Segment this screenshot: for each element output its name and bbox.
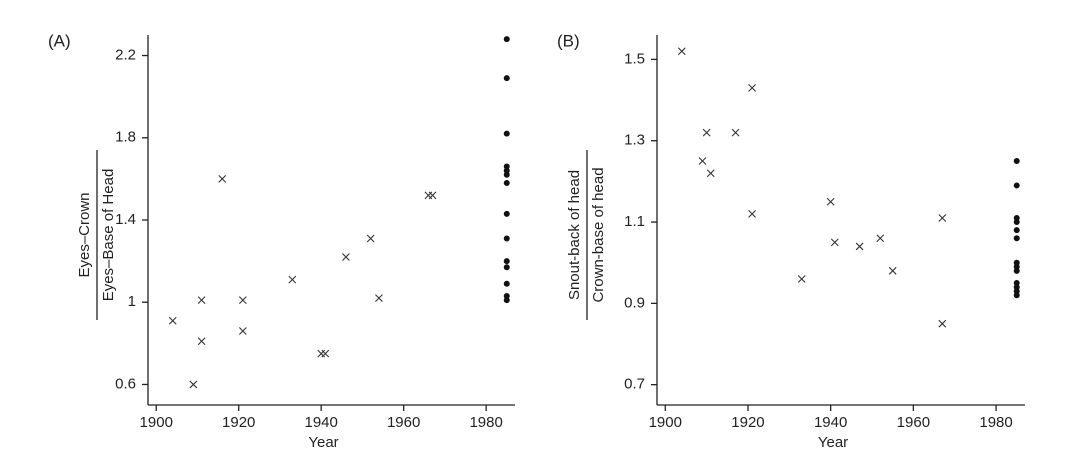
dot-point (503, 293, 510, 300)
cross-point (288, 275, 297, 284)
cross-point (888, 266, 897, 275)
y-label-denominator: Crown-base of head (590, 167, 607, 302)
cross-point (938, 319, 947, 328)
y-label-denominator: Eyes–Base of Head (100, 169, 117, 302)
x-axis-label: Year (308, 434, 338, 451)
dot-point (503, 167, 510, 174)
cross-point (428, 191, 437, 200)
x-tick-label: 1940 (814, 414, 847, 431)
panel-label: (B) (557, 31, 580, 50)
dot-point (503, 280, 510, 287)
x-axis-label: Year (818, 434, 848, 451)
dot-point (503, 264, 510, 271)
cross-point (830, 238, 839, 247)
y-tick-label: 1 (128, 293, 136, 310)
cross-point (366, 234, 375, 243)
x-tick-label: 1980 (979, 414, 1012, 431)
cross-point (876, 234, 885, 243)
dot-point (503, 235, 510, 242)
dot-point (1013, 292, 1020, 299)
cross-point (342, 253, 350, 261)
y-tick-label: 0.7 (624, 376, 645, 393)
y-tick-label: 0.6 (115, 375, 136, 392)
cross-point (197, 296, 206, 305)
x-tick-label: 1960 (897, 414, 930, 431)
cross-point (189, 380, 198, 389)
cross-point (168, 316, 177, 325)
cross-point (677, 47, 686, 56)
dot-point (1013, 235, 1020, 242)
y-tick-label: 1.8 (115, 129, 136, 146)
cross-point (855, 242, 864, 251)
dot-point (503, 171, 510, 178)
y-tick-label: 1.4 (115, 211, 136, 228)
dot-point (503, 210, 510, 217)
cross-point (797, 275, 806, 283)
x-tick-label: 1960 (387, 414, 420, 431)
panel: (A) 0.6 1 1.4 1.8 2.2 1900 1920 1940 1960 1980 Year… (48, 31, 515, 451)
y-tick-label: 0.9 (624, 294, 645, 311)
x-tick-label: 1940 (305, 414, 338, 431)
dot-point (1013, 267, 1020, 274)
dot-point (1013, 227, 1020, 234)
cross-point (321, 349, 330, 358)
x-tick-label: 1900 (649, 414, 682, 431)
cross-point (731, 128, 740, 137)
panel: (B) 0.7 0.9 1.1 1.3 1.5 1900 1920 1940 1960 1980 Ye… (557, 31, 1025, 451)
dot-point (503, 297, 510, 304)
cross-point (238, 296, 247, 305)
dot-point (1013, 158, 1020, 165)
cross-point (197, 337, 206, 346)
x-tick-label: 1920 (222, 414, 255, 431)
cross-point (375, 294, 383, 302)
x-tick-label: 1920 (731, 414, 764, 431)
dot-point (503, 75, 510, 82)
panel-label: (A) (48, 31, 71, 50)
x-tick-label: 1980 (469, 414, 502, 431)
x-tick-label: 1900 (140, 414, 173, 431)
y-tick-label: 1.5 (624, 50, 645, 67)
cross-point (748, 83, 756, 92)
y-label-numerator: Snout-back of head (566, 170, 583, 300)
dot-point (503, 36, 510, 43)
dot-point (503, 163, 510, 170)
y-tick-label: 2.2 (115, 47, 136, 64)
dot-point (503, 130, 510, 137)
cross-point (698, 157, 707, 165)
y-label-numerator: Eyes–Crown (76, 192, 93, 277)
cross-point (748, 210, 756, 218)
cross-point (826, 197, 835, 206)
cross-point (238, 327, 247, 335)
y-tick-label: 1.3 (624, 132, 645, 149)
y-tick-label: 1.1 (624, 213, 645, 230)
dot-point (1013, 182, 1020, 189)
cross-point (938, 214, 947, 222)
dot-point (503, 180, 510, 186)
cross-point (218, 175, 227, 183)
dot-point (1013, 219, 1020, 226)
cross-point (706, 169, 715, 178)
dot-point (503, 258, 510, 265)
cross-point (702, 128, 711, 137)
